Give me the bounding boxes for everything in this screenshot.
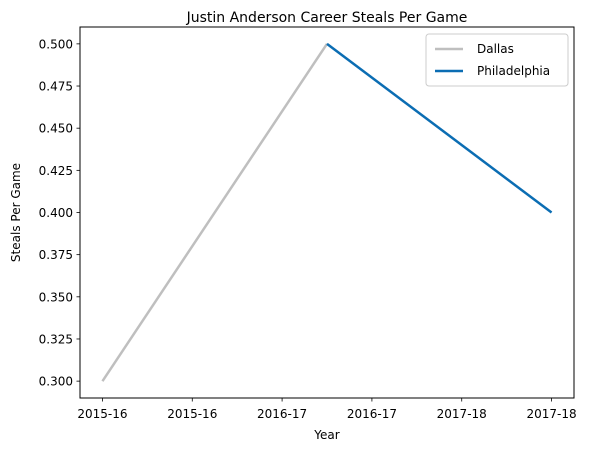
series-line-dallas [101, 43, 329, 382]
y-tick-label: 0.475 [39, 80, 73, 94]
legend-box [425, 33, 569, 87]
plot-frame [79, 26, 575, 399]
x-tick-label: 2017-18 [437, 407, 487, 421]
y-tick-label: 0.350 [39, 290, 73, 304]
x-tick-label: 2015-16 [167, 407, 217, 421]
y-axis-title: Steals Per Game [9, 163, 23, 262]
chart-title: Justin Anderson Career Steals Per Game [186, 10, 468, 26]
x-axis-title: Year [313, 428, 339, 442]
y-tick-label: 0.325 [39, 332, 73, 346]
series-line-philadelphia [326, 42, 553, 214]
y-tick-label: 0.375 [39, 248, 73, 262]
y-tick-label: 0.500 [39, 37, 73, 51]
legend-label-philadelphia: Philadelphia [477, 64, 550, 78]
x-tick-label: 2016-17 [257, 407, 307, 421]
y-tick-label: 0.450 [39, 122, 73, 136]
x-tick-label: 2017-18 [526, 407, 576, 421]
plot-area [79, 26, 575, 399]
y-tick-label: 0.300 [39, 375, 73, 389]
x-tick-label: 2015-16 [77, 407, 127, 421]
legend: Dallas Philadelphia [425, 33, 569, 87]
y-axis: 0.300 0.325 0.350 0.375 0.400 0.425 0.450 0.475… [39, 37, 80, 389]
legend-label-dallas: Dallas [477, 42, 514, 56]
x-axis: 2015-16 2015-16 2016-17 2016-17 2017-18 2017-… [77, 398, 577, 421]
y-tick-label: 0.400 [39, 206, 73, 220]
y-tick-label: 0.425 [39, 164, 73, 178]
x-tick-label: 2016-17 [347, 407, 397, 421]
